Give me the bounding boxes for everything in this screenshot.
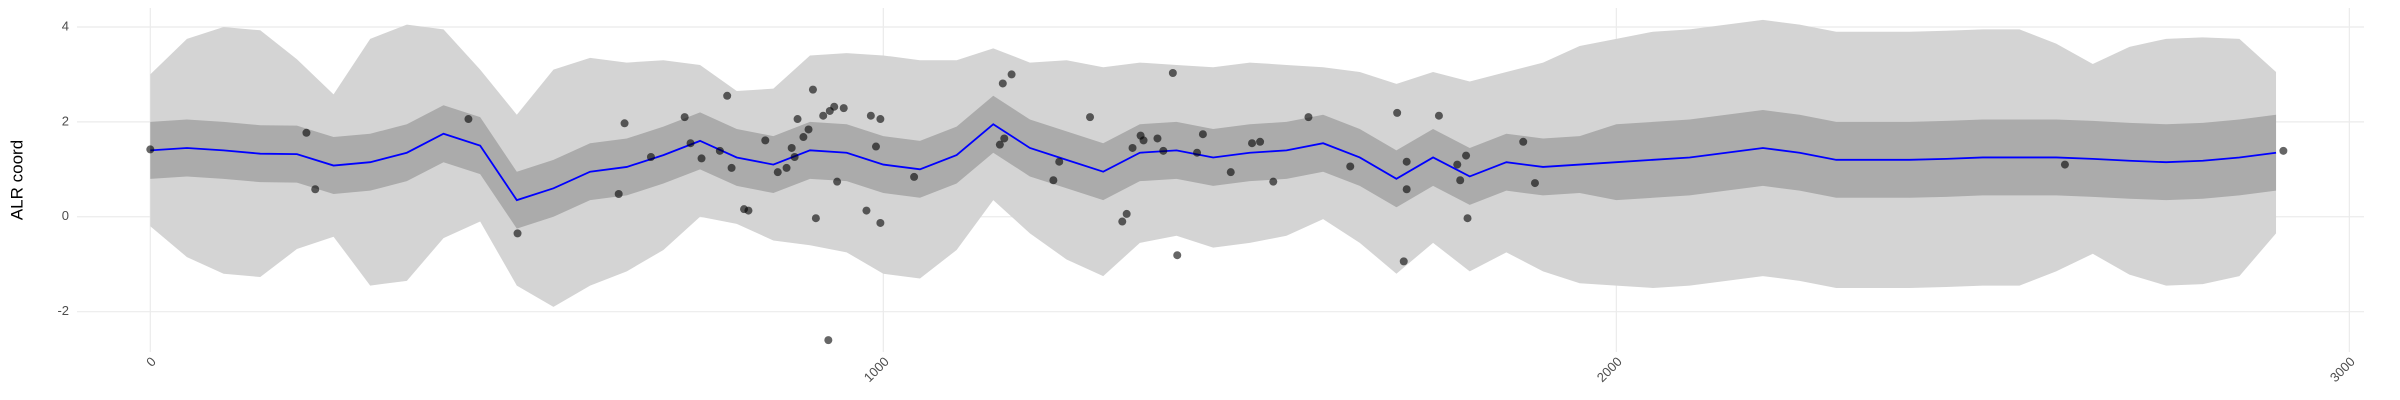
data-point [1402,157,1411,166]
data-point [1456,176,1465,185]
data-point [1248,139,1257,148]
data-point [1086,113,1095,122]
data-point [2060,160,2069,169]
data-point [1007,70,1016,79]
data-point [1304,113,1313,122]
data-point [1122,209,1131,218]
data-point [1139,136,1148,145]
data-point [790,152,799,161]
y-tick-label: 2 [62,113,69,128]
y-tick-label: 0 [62,208,69,223]
data-point [723,91,732,100]
data-point [1226,168,1235,177]
data-point [1159,146,1168,155]
data-point [773,168,782,177]
data-point [1256,137,1265,146]
x-tick-label: 1000 [861,354,892,385]
data-point [1393,108,1402,117]
data-point [799,133,808,142]
data-point [697,154,706,163]
data-point [1462,151,1471,160]
data-point [910,172,919,181]
y-tick-label: -2 [57,303,69,318]
data-point [761,136,770,145]
data-point [787,143,796,152]
data-point [1519,137,1528,146]
data-point [1269,177,1278,186]
data-point [1193,148,1202,157]
data-point [876,218,885,227]
data-point [793,115,802,124]
data-point [1530,179,1539,188]
data-point [1000,134,1009,143]
x-tick-label: 2000 [1594,354,1625,385]
data-point [871,142,880,151]
data-point [839,104,848,113]
data-point [146,145,155,154]
data-point [715,146,724,155]
data-point [1463,214,1472,223]
x-tick-label: 0 [143,354,159,370]
data-point [1128,143,1137,152]
confidence-band [150,95,2277,229]
data-point [1055,157,1064,166]
data-point [2279,146,2288,155]
data-point [1399,257,1408,266]
data-point [680,113,689,122]
data-point [819,111,828,120]
data-point [1402,185,1411,194]
data-point [464,115,473,124]
x-tick-label: 3000 [2327,354,2358,385]
data-point [302,128,311,137]
data-point [804,125,813,134]
data-point [811,214,820,223]
data-point [620,119,629,128]
y-axis-title: ALR coord [7,140,26,220]
data-point [311,185,320,194]
data-point [1346,162,1355,171]
data-point [808,85,817,94]
data-point [995,140,1004,149]
data-point [744,206,753,215]
data-point [1118,217,1127,226]
y-tick-label: 4 [62,18,69,33]
data-point [1153,134,1162,143]
data-point [830,102,839,111]
data-point [614,189,623,198]
data-point [876,115,885,124]
data-point [1173,251,1182,260]
data-point [824,336,833,345]
data-point [1453,160,1462,169]
mean-line [150,123,2277,202]
data-point [686,139,695,148]
data-point [1168,69,1177,78]
data-point [1198,130,1207,139]
data-point [1049,176,1058,185]
data-point [998,79,1007,88]
data-point [782,163,791,172]
data-point [513,229,522,238]
data-point [1434,111,1443,120]
data-point [866,111,875,120]
data-point [646,152,655,161]
data-point [727,163,736,172]
data-point [862,206,871,215]
data-point [833,177,842,186]
